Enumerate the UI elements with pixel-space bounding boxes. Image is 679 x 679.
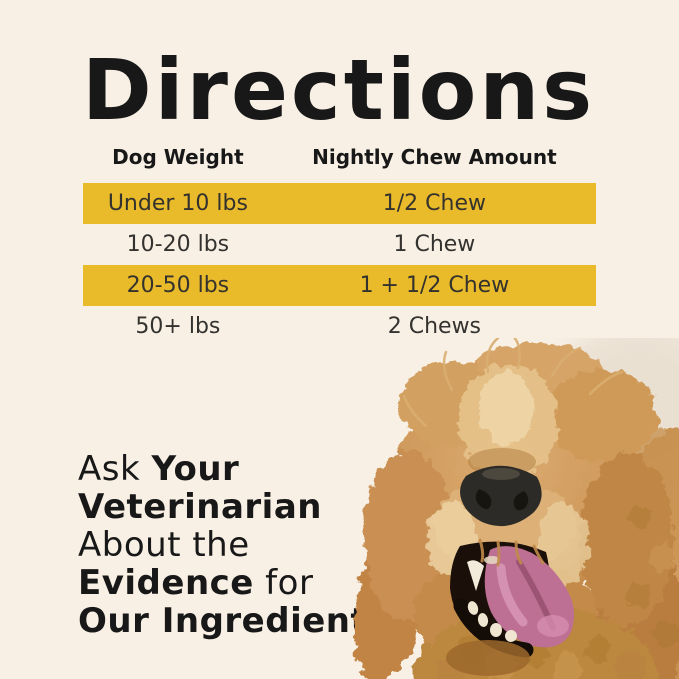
- upper-tooth: [484, 556, 500, 564]
- dosage-table: Under 10 lbs 1/2 Chew 10-20 lbs 1 Chew 2…: [83, 183, 596, 347]
- page-title: Directions: [82, 41, 596, 139]
- lower-teeth: [467, 601, 517, 642]
- table-row: Under 10 lbs 1/2 Chew: [83, 183, 596, 224]
- weight-cell: 50+ lbs: [135, 314, 221, 339]
- note-line: Ask Your: [78, 449, 240, 489]
- veterinarian-note: Ask Your Veterinarian About the Evidence…: [78, 450, 388, 640]
- dog-nostril-right: [513, 491, 529, 511]
- table-row: 20-50 lbs 1 + 1/2 Chew: [83, 265, 596, 306]
- amount-cell: 1 Chew: [393, 232, 476, 257]
- tongue-highlight: [496, 563, 528, 627]
- flyaway-hairs: [402, 338, 624, 428]
- muzzle-fringe: [478, 538, 545, 567]
- dog-nostril-left: [475, 489, 492, 510]
- amount-cell: 1 + 1/2 Chew: [359, 273, 510, 298]
- note-line: Evidence for: [78, 563, 314, 603]
- weight-cell: 10-20 lbs: [126, 232, 230, 257]
- amount-cell: 1/2 Chew: [382, 191, 486, 216]
- dog-photo: [354, 338, 679, 679]
- upper-canine-tooth: [467, 560, 484, 591]
- column-header-dog-weight: Dog Weight: [112, 145, 244, 169]
- weight-cell: Under 10 lbs: [107, 191, 248, 216]
- table-row: 50+ lbs 2 Chews: [83, 306, 596, 347]
- body-curls: [626, 506, 679, 648]
- note-line: Veterinarian: [78, 487, 322, 527]
- blaze-highlight: [479, 370, 533, 446]
- nose-highlight: [482, 468, 520, 480]
- amount-cell: 2 Chews: [387, 314, 482, 339]
- dog-nose: [460, 465, 542, 527]
- muzzle-light-right: [538, 502, 588, 586]
- table-header-row: Dog Weight Nightly Chew Amount: [83, 145, 596, 169]
- column-header-chew-amount: Nightly Chew Amount: [312, 145, 557, 169]
- tongue-tip-sheen: [537, 615, 569, 637]
- weight-cell: 20-50 lbs: [126, 273, 230, 298]
- note-line: About the: [78, 525, 250, 565]
- table-row: 10-20 lbs 1 Chew: [83, 224, 596, 265]
- dog-face: [446, 448, 575, 676]
- note-line: Our Ingredients: [78, 601, 388, 641]
- chin-fur: [446, 640, 530, 676]
